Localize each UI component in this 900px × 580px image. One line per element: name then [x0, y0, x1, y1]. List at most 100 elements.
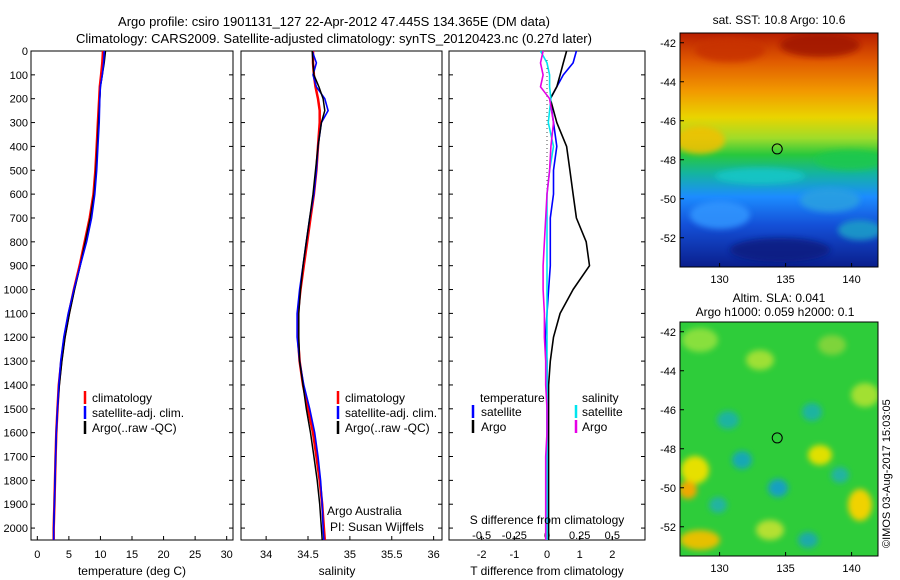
- depth-tick-label: 1200: [4, 332, 28, 344]
- depth-tick-label: 1700: [4, 452, 28, 464]
- legend-sal-argo: Argo: [582, 420, 608, 434]
- depth-tick-label: 1900: [4, 499, 28, 511]
- map-lat-tick-label: -52: [660, 522, 676, 534]
- sla-map-title-line2: Argo h1000: 0.059 h2000: 0.1: [696, 305, 855, 319]
- salinity-panel: [240, 50, 443, 541]
- temperature-series: [52, 50, 107, 540]
- legend-salinity-head: salinity: [582, 391, 619, 405]
- salinity-legend: climatology satellite-adj. clim. Argo(..…: [336, 391, 437, 435]
- depth-tick-label: 1000: [4, 285, 28, 297]
- temperature-x-tick-label: 15: [126, 549, 138, 561]
- legend-sal-satellite: satellite: [582, 405, 623, 419]
- sla-map-axes: 130 135 140 -42 -44 -46 -48 -50 -52: [660, 327, 861, 575]
- legend-temp-satellite: satellite: [481, 405, 522, 419]
- depth-tick-label: 700: [10, 213, 28, 225]
- map-lon-tick-label: 135: [776, 563, 794, 575]
- sla-map-title-line1: Altim. SLA: 0.041: [733, 291, 826, 305]
- depth-tick-label: 1300: [4, 356, 28, 368]
- depth-tick-label: 1100: [4, 308, 28, 320]
- sst-map-frame: [679, 32, 879, 268]
- map-lon-tick-label: 135: [776, 274, 794, 286]
- salinity-x-tick-label: 35: [344, 549, 356, 561]
- depth-tick-label: 300: [10, 118, 28, 130]
- map-lon-tick-label: 140: [842, 563, 860, 575]
- salinity-diff-x-tick-label: 0.5: [605, 530, 620, 542]
- legend-climatology-sal: climatology: [345, 391, 405, 405]
- sst-map: [680, 33, 878, 267]
- sst-argo-location-marker: [771, 143, 783, 155]
- depth-tick-label: 900: [10, 261, 28, 273]
- map-lat-tick-label: -44: [660, 77, 676, 89]
- legend-temp-argo: Argo: [481, 420, 507, 434]
- difference-xlabel: T difference from climatology: [470, 564, 624, 578]
- depth-tick-label: 1400: [4, 380, 28, 392]
- depth-tick-label: 400: [10, 141, 28, 153]
- depth-tick-label: 600: [10, 189, 28, 201]
- depth-tick-label: 100: [10, 70, 28, 82]
- imos-stamp: ©IMOS 03-Aug-2017 15:03:05: [881, 399, 893, 548]
- sla-argo-location-marker: [771, 432, 783, 444]
- temperature-x-tick-label: 10: [94, 549, 106, 561]
- legend-argo-sal: Argo(..raw -QC): [345, 421, 430, 435]
- credit-line1: Argo Australia: [327, 504, 402, 518]
- salinity-diff-x-tick-label: -0.25: [502, 530, 527, 542]
- difference-series: [539, 50, 591, 540]
- salinity-x-axis: 34 34.5 35 35.5 36: [260, 536, 440, 561]
- temperature-x-tick-label: 30: [221, 549, 233, 561]
- difference-x-tick-label: 1: [577, 549, 583, 561]
- depth-tick-label: 500: [10, 165, 28, 177]
- map-lat-tick-label: -42: [660, 38, 676, 50]
- map-lat-tick-label: -52: [660, 233, 676, 245]
- map-lon-tick-label: 130: [710, 274, 728, 286]
- map-lat-tick-label: -48: [660, 155, 676, 167]
- salinity-diff-x-tick-label: -0.5: [472, 530, 491, 542]
- map-lat-tick-label: -50: [660, 194, 676, 206]
- difference-x-tick-label: -2: [477, 549, 487, 561]
- map-lon-tick-label: 140: [842, 274, 860, 286]
- temperature-x-tick-label: 0: [34, 549, 40, 561]
- salinity-series: [296, 50, 329, 541]
- difference-legend: temperature salinity satellite Argo sate…: [471, 391, 623, 434]
- difference-x-tick-label: -1: [509, 549, 519, 561]
- salinity-x-tick-label: 34: [260, 549, 272, 561]
- sla-map-frame: [679, 321, 879, 557]
- depth-tick-label: 1500: [4, 404, 28, 416]
- depth-axis: 0 100 200 300 400 500 600 700 800 900 1000 1100 1200…: [4, 46, 645, 535]
- difference-xlabel-top: S difference from climatology: [470, 513, 625, 527]
- depth-tick-label: 1800: [4, 475, 28, 487]
- difference-line-2: [539, 50, 555, 540]
- depth-tick-label: 1600: [4, 428, 28, 440]
- sla-map: [680, 322, 878, 556]
- map-lat-tick-label: -42: [660, 327, 676, 339]
- legend-argo: Argo(..raw -QC): [92, 421, 177, 435]
- map-lat-tick-label: -46: [660, 405, 676, 417]
- figure-title-line1: Argo profile: csiro 1901131_127 22-Apr-2…: [118, 14, 550, 29]
- temperature-x-axis: 0 5 10 15 20 25 30: [34, 536, 233, 561]
- figure-title-line2: Climatology: CARS2009. Satellite-adjuste…: [76, 31, 592, 46]
- temperature-x-tick-label: 20: [157, 549, 169, 561]
- salinity-xlabel: salinity: [319, 564, 356, 578]
- sst-map-axes: 130 135 140 -42 -44 -46 -48 -50 -52: [660, 38, 861, 286]
- map-lon-tick-label: 130: [710, 563, 728, 575]
- temperature-x-tick-label: 5: [66, 549, 72, 561]
- credit-line2: PI: Susan Wijffels: [330, 520, 424, 534]
- difference-x-tick-label: 0: [544, 549, 550, 561]
- salinity-diff-x-tick-label: 0.25: [569, 530, 590, 542]
- depth-tick-label: 2000: [4, 523, 28, 535]
- sst-map-title: sat. SST: 10.8 Argo: 10.6: [713, 13, 846, 27]
- map-lat-tick-label: -50: [660, 483, 676, 495]
- depth-tick-label: 800: [10, 237, 28, 249]
- legend-satellite: satellite-adj. clim.: [92, 406, 184, 420]
- legend-satellite-sal: satellite-adj. clim.: [345, 406, 437, 420]
- temperature-panel: [30, 50, 234, 541]
- salinity-x-tick-label: 34.5: [297, 549, 318, 561]
- difference-line-3: [539, 50, 555, 540]
- temperature-legend: climatology satellite-adj. clim. Argo(..…: [83, 391, 184, 435]
- salinity-x-tick-label: 36: [428, 549, 440, 561]
- map-lat-tick-label: -48: [660, 444, 676, 456]
- map-lat-tick-label: -46: [660, 116, 676, 128]
- map-lat-tick-label: -44: [660, 366, 676, 378]
- legend-climatology: climatology: [92, 391, 152, 405]
- depth-tick-label: 200: [10, 94, 28, 106]
